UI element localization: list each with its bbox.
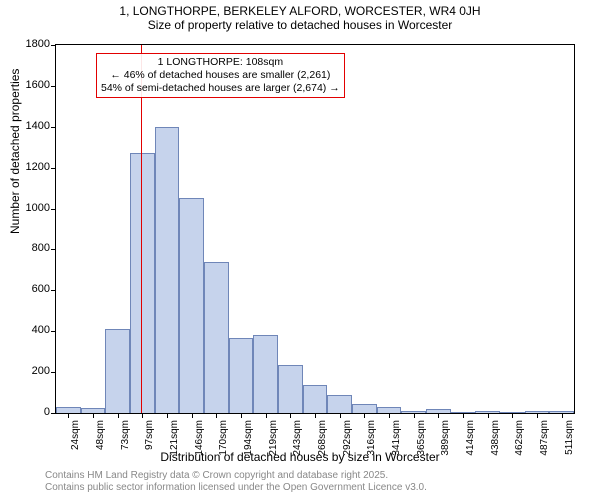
x-tick-label: 73sqm <box>120 420 131 450</box>
reference-line <box>141 45 142 413</box>
y-tick-mark <box>51 127 56 128</box>
x-tick-mark <box>414 413 415 418</box>
x-tick-mark <box>167 413 168 418</box>
x-axis-label: Distribution of detached houses by size … <box>0 450 600 464</box>
y-tick-label: 400 <box>32 324 50 336</box>
y-tick-mark <box>51 331 56 332</box>
y-tick-label: 1200 <box>26 161 50 173</box>
histogram-bar <box>130 153 155 413</box>
histogram-bar <box>253 335 278 413</box>
x-tick-mark <box>216 413 217 418</box>
y-tick-label: 1800 <box>26 38 50 50</box>
histogram-bar <box>278 365 303 413</box>
x-tick-mark <box>463 413 464 418</box>
histogram-bar <box>229 338 254 413</box>
x-tick-mark <box>68 413 69 418</box>
y-tick-mark <box>51 45 56 46</box>
x-tick-mark <box>512 413 513 418</box>
annotation-line-3: 54% of semi-detached houses are larger (… <box>101 82 340 95</box>
x-tick-mark <box>93 413 94 418</box>
y-tick-label: 1600 <box>26 79 50 91</box>
x-tick-mark <box>192 413 193 418</box>
footer-line-2: Contains public sector information licen… <box>45 482 427 494</box>
y-tick-mark <box>51 372 56 373</box>
x-tick-mark <box>290 413 291 418</box>
histogram-bar <box>204 262 229 413</box>
x-tick-mark <box>266 413 267 418</box>
x-tick-label: 24sqm <box>70 420 81 450</box>
histogram-bar <box>303 385 328 413</box>
y-tick-mark <box>51 168 56 169</box>
histogram-bar <box>352 404 377 413</box>
y-axis-label: Number of detached properties <box>8 69 22 234</box>
x-tick-mark <box>315 413 316 418</box>
y-tick-label: 0 <box>44 406 50 418</box>
chart-plot-area: 1 LONGTHORPE: 108sqm← 46% of detached ho… <box>55 44 575 414</box>
histogram-bar <box>105 329 130 413</box>
y-tick-mark <box>51 86 56 87</box>
x-tick-mark <box>438 413 439 418</box>
histogram-bar <box>155 127 180 413</box>
x-tick-mark <box>562 413 563 418</box>
x-tick-label: 97sqm <box>144 420 155 450</box>
annotation-line-2: ← 46% of detached houses are smaller (2,… <box>101 69 340 82</box>
x-tick-mark <box>118 413 119 418</box>
x-tick-mark <box>364 413 365 418</box>
x-tick-mark <box>241 413 242 418</box>
footer-attribution: Contains HM Land Registry data © Crown c… <box>45 470 427 494</box>
y-tick-label: 600 <box>32 283 50 295</box>
x-tick-mark <box>142 413 143 418</box>
annotation-box: 1 LONGTHORPE: 108sqm← 46% of detached ho… <box>96 53 345 98</box>
title-line-1: 1, LONGTHORPE, BERKELEY ALFORD, WORCESTE… <box>0 4 600 18</box>
histogram-bar <box>179 198 204 413</box>
title-line-2: Size of property relative to detached ho… <box>0 18 600 32</box>
y-tick-label: 1400 <box>26 120 50 132</box>
x-tick-mark <box>537 413 538 418</box>
x-tick-mark <box>340 413 341 418</box>
x-tick-label: 48sqm <box>95 420 106 450</box>
x-tick-mark <box>488 413 489 418</box>
footer-line-1: Contains HM Land Registry data © Crown c… <box>45 470 427 482</box>
annotation-line-1: 1 LONGTHORPE: 108sqm <box>101 56 340 69</box>
histogram-bar <box>327 395 352 413</box>
y-tick-mark <box>51 413 56 414</box>
x-tick-mark <box>389 413 390 418</box>
y-tick-mark <box>51 290 56 291</box>
y-tick-mark <box>51 209 56 210</box>
y-tick-label: 1000 <box>26 202 50 214</box>
y-tick-label: 800 <box>32 242 50 254</box>
y-tick-mark <box>51 249 56 250</box>
y-tick-label: 200 <box>32 365 50 377</box>
